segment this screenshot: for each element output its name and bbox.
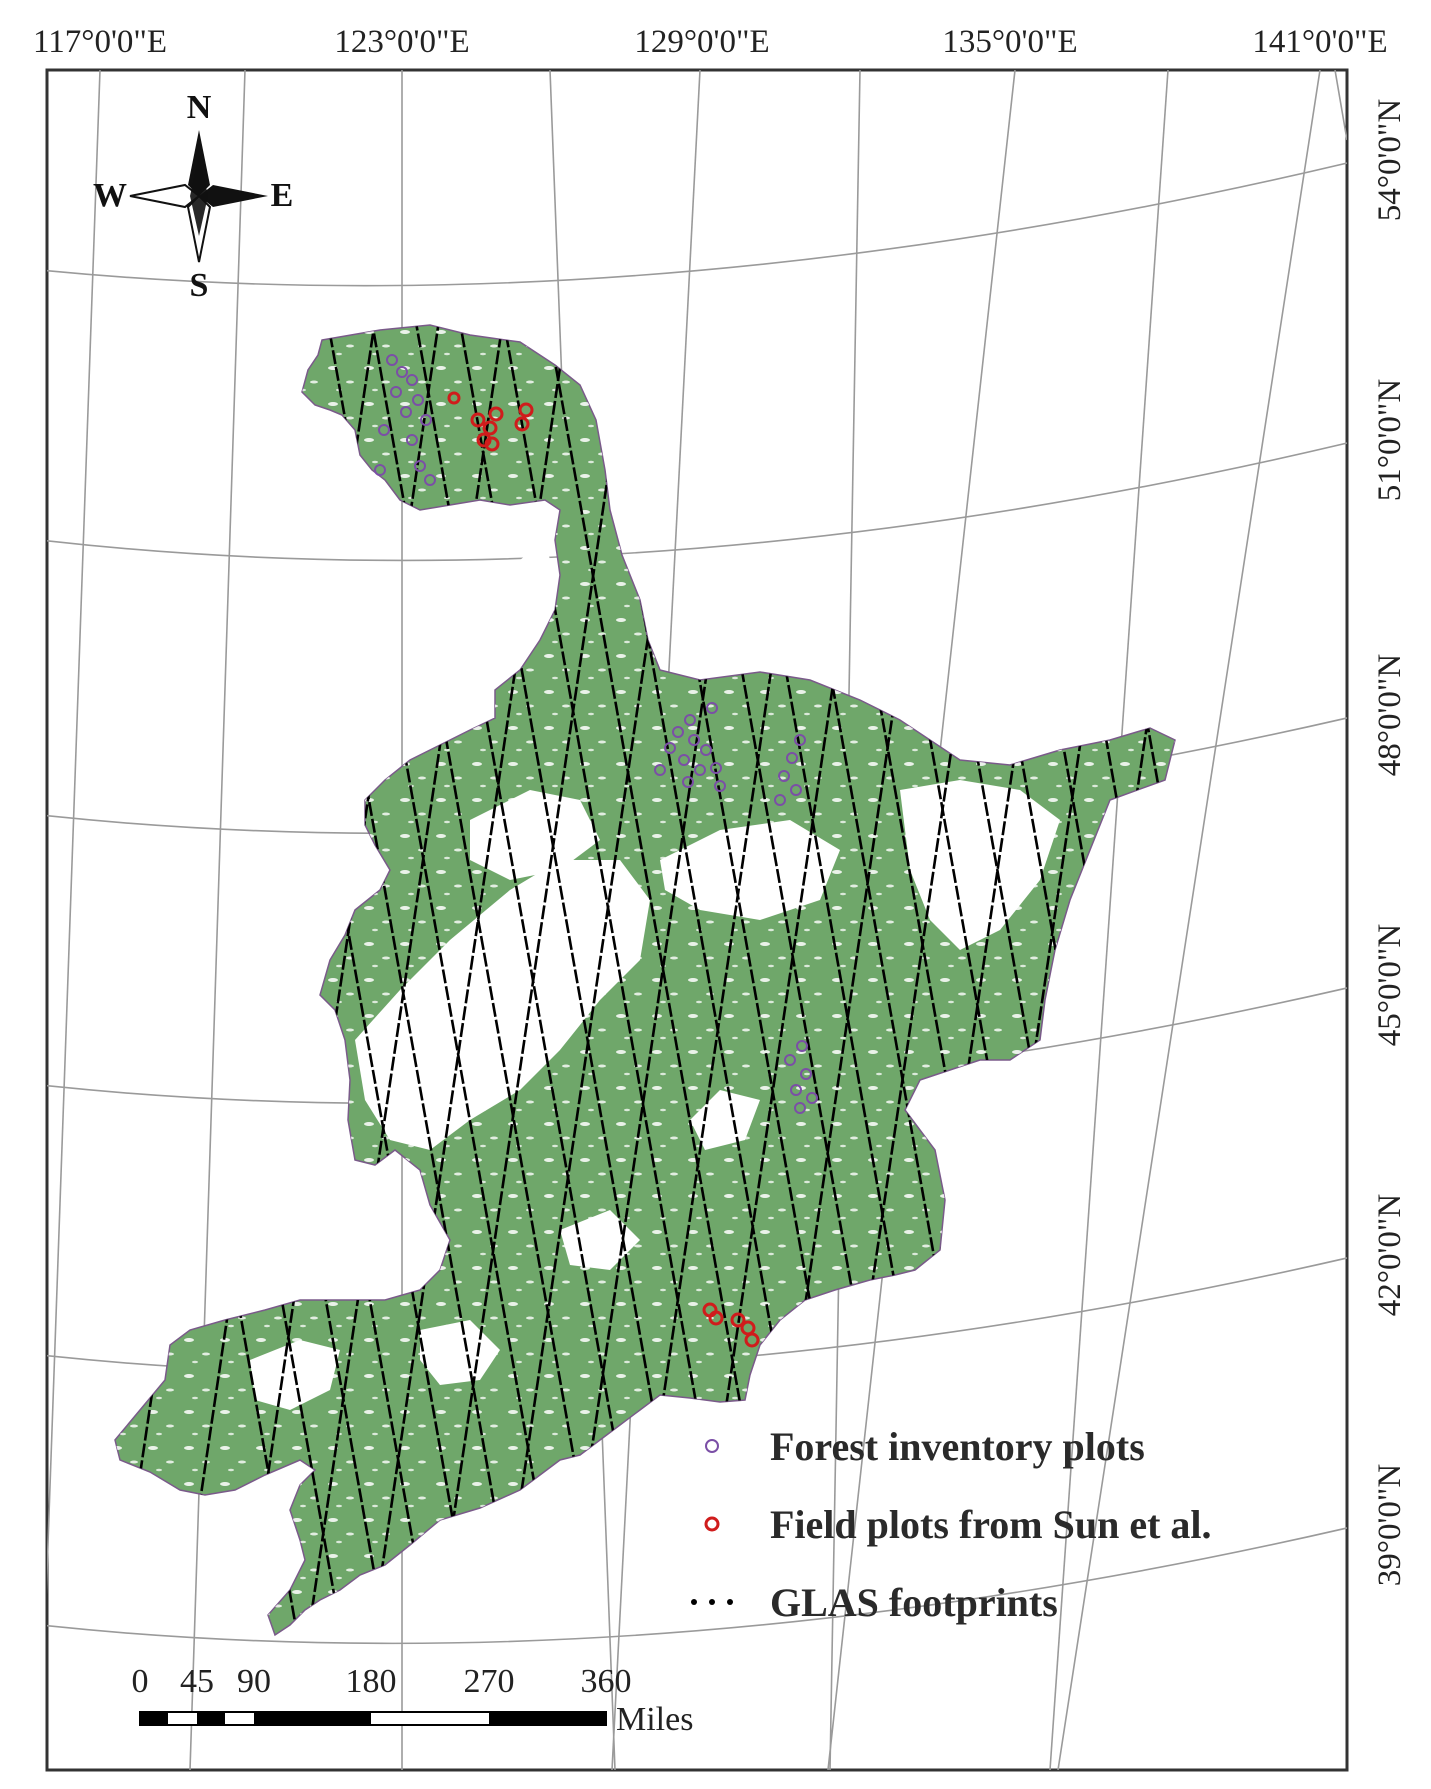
scale-tick-label: 360 (581, 1663, 632, 1700)
latitude-label: 48°0'0"N (1372, 654, 1408, 777)
scale-tick-label: 0 (132, 1663, 149, 1700)
purple-circle-icon (705, 1439, 719, 1453)
non-forest-areas (250, 540, 1060, 1410)
legend-label-glas-footprints: GLAS footprints (770, 1580, 1058, 1625)
compass-w-label: W (93, 177, 127, 214)
longitude-label: 129°0'0"E (634, 24, 769, 60)
longitude-label: 123°0'0"E (334, 24, 469, 60)
compass-e-label: E (271, 177, 294, 214)
scale-tick-label: 180 (346, 1663, 397, 1700)
forest-inventory-plots (374, 354, 818, 1114)
legend-label-field-plots: Field plots from Sun et al. (770, 1502, 1212, 1547)
longitude-label: 141°0'0"E (1252, 24, 1387, 60)
latitude-label: 54°0'0"N (1372, 99, 1408, 222)
legend: Forest inventory plots Field plots from … (691, 1424, 1212, 1625)
scale-bar: 0 45 90 180 270 360 Miles (132, 1663, 694, 1738)
glas-track (432, 325, 636, 1635)
latitude-label: 51°0'0"N (1372, 379, 1408, 502)
scale-tick-label: 270 (464, 1663, 515, 1700)
scale-tick-label: 45 (180, 1663, 214, 1700)
longitude-label: 135°0'0"E (942, 24, 1077, 60)
longitude-labels: 117°0'0"E 123°0'0"E 129°0'0"E 135°0'0"E … (33, 24, 1388, 60)
latitude-label: 42°0'0"N (1372, 1194, 1408, 1317)
black-dots-icon (691, 1599, 733, 1605)
latitude-label: 45°0'0"N (1372, 924, 1408, 1047)
red-circle-icon (704, 1516, 720, 1532)
non-forest-clearings (115, 325, 1175, 1635)
latitude-labels: 54°0'0"N 51°0'0"N 48°0'0"N 45°0'0"N 42°0… (1372, 99, 1408, 1587)
field-plots-sun-et-al (447, 391, 760, 1348)
compass-n-label: N (187, 89, 212, 126)
latitude-label: 39°0'0"N (1372, 1464, 1408, 1587)
scale-unit-label: Miles (616, 1701, 693, 1738)
scale-tick-label: 90 (237, 1663, 271, 1700)
longitude-label: 117°0'0"E (33, 24, 167, 60)
north-arrow-compass: N S E W (93, 89, 293, 304)
compass-s-label: S (190, 267, 209, 304)
legend-label-forest-inventory: Forest inventory plots (770, 1424, 1145, 1469)
